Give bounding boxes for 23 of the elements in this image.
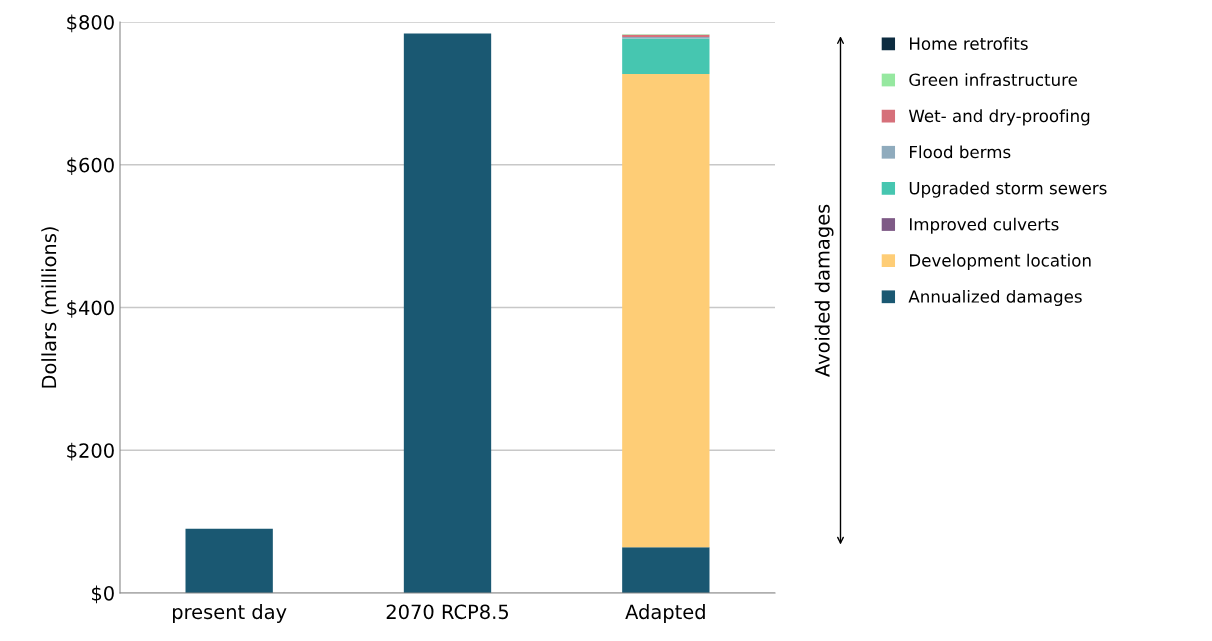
bar [403,33,492,593]
x-tick-label: Adapted [625,604,705,623]
legend-label: Upgraded storm sewers [909,181,1107,198]
legend-label: Annualized damages [908,289,1082,307]
legend-label: Home retrofits [910,37,1028,50]
y-axis-title: Dollars (millions) [41,227,59,388]
bar [622,38,710,75]
legend-label: Development location [910,253,1091,270]
legend-label: Improved culverts [910,217,1059,234]
legend-label: Flood berms [910,145,1011,159]
legend-label: Green infrastructure [909,73,1077,87]
text: Avoided damages [814,204,834,377]
bar [622,74,710,548]
y-tick-label: $200 [67,442,114,461]
legend-label: Wet- and dry-proofing [908,109,1090,126]
y-tick-label: $800 [67,14,114,33]
y-tick-label: $400 [67,300,114,318]
bar [185,528,273,593]
x-tick-label: 2070 RCP8.5 [386,604,509,620]
y-tick-label: $600 [67,157,114,175]
x-tick-label: present day [173,604,287,623]
y-tick-label: $0 [92,585,114,604]
bar [622,547,710,593]
